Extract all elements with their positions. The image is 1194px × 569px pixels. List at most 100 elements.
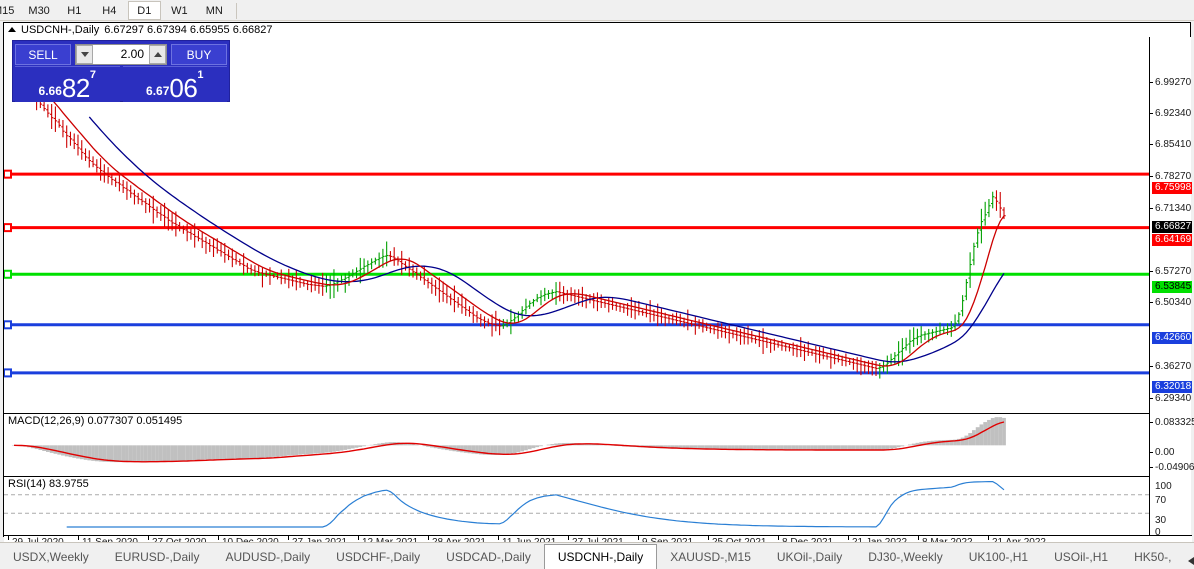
price-badge-blue[interactable]: 6.32018: [1152, 381, 1192, 393]
date-tick: [568, 536, 569, 540]
sell-button[interactable]: SELL: [15, 43, 71, 65]
chart-symbol-label: USDCNH-,Daily: [21, 23, 100, 36]
timeframe-d1[interactable]: D1: [127, 1, 161, 20]
price-scale[interactable]: 6.99270 6.92340 6.85410 6.78270 6.71340 6.572…: [1149, 37, 1194, 538]
chart-tab-usdcnhdaily[interactable]: USDCNH-,Daily: [543, 544, 658, 569]
rsi-tick-label: 0: [1155, 527, 1161, 538]
timeframe-h4[interactable]: H4: [102, 5, 117, 17]
macd-pane[interactable]: MACD(12,26,9) 0.077307 0.051495: [4, 414, 1149, 476]
chart-ohlc-label: 6.67297 6.67394 6.65955 6.66827: [104, 23, 273, 36]
price-tick: 6.92340: [1150, 108, 1192, 120]
price-tick-label: 6.92340: [1155, 108, 1192, 119]
rsi-tick: 70: [1150, 495, 1192, 507]
timeframe-w1[interactable]: W1: [171, 5, 188, 17]
date-tick: [8, 536, 9, 540]
price-tick: 6.29340: [1150, 393, 1192, 405]
sell-price-prefix: 6.66: [38, 84, 62, 98]
chart-tab-usdcaddaily[interactable]: USDCAD-,Daily: [446, 550, 531, 564]
date-tick: [638, 536, 639, 540]
pane-divider-2: [4, 476, 1149, 477]
price-badge-red[interactable]: 6.75998: [1152, 182, 1192, 194]
rsi-label: RSI(14) 83.9755: [8, 478, 89, 490]
price-tick: 6.50340: [1150, 297, 1192, 309]
buy-price-fraction: 1: [197, 69, 204, 81]
toolbar-divider: [235, 2, 237, 19]
rsi-pane[interactable]: RSI(14) 83.9755: [4, 477, 1149, 535]
macd-tick: 0.00: [1150, 447, 1192, 459]
price-tick: 6.36270: [1150, 361, 1192, 373]
volume-increase-icon[interactable]: [149, 44, 166, 64]
price-tick-label: 6.29340: [1155, 393, 1192, 404]
chart-tab-audusddaily[interactable]: AUDUSD-,Daily: [225, 550, 311, 564]
chart-tab-usoilh1[interactable]: USOil-,H1: [1054, 550, 1109, 564]
chart-tab-dj30weekly[interactable]: DJ30-,Weekly: [868, 550, 943, 564]
tab-scroll-arrows[interactable]: [1184, 557, 1194, 569]
buy-price[interactable]: 6.67 06 1: [122, 66, 227, 102]
tab-scroll-left-icon[interactable]: [1188, 557, 1194, 565]
sell-price[interactable]: 6.66 82 7: [15, 66, 120, 102]
price-tick: 6.99270: [1150, 77, 1192, 89]
timeframe-mn[interactable]: MN: [205, 5, 223, 17]
timeframe-toolbar: M15 M30 H1 H4 D1 W1 MN: [0, 0, 1194, 21]
rsi-tick: 30: [1150, 515, 1192, 527]
price-tick: 6.57270: [1150, 266, 1192, 278]
trade-panel-controls: SELL 2.00 BUY: [15, 43, 227, 65]
macd-tick-label: -0.049068: [1155, 462, 1194, 473]
chart-tab-uk100h1[interactable]: UK100-,H1: [968, 550, 1029, 564]
chart-tab-ukoildaily[interactable]: UKOil-,Daily: [776, 550, 843, 564]
price-tick: 6.85410: [1150, 139, 1192, 151]
one-click-trading-panel[interactable]: SELL 2.00 BUY 6.66 82 7 6.67 06 1: [12, 40, 230, 102]
chart-tab-xauusdm15[interactable]: XAUUSD-,M15: [670, 550, 751, 564]
macd-tick: -0.049068: [1150, 462, 1194, 474]
price-tick-label: 6.99270: [1155, 77, 1192, 88]
rsi-tick: 100: [1150, 481, 1192, 493]
date-tick: [918, 536, 919, 540]
chart-tab-eurusddaily[interactable]: EURUSD-,Daily: [114, 550, 200, 564]
chart-titlebar: USDCNH-,Daily 6.67297 6.67394 6.65955 6.…: [4, 23, 1190, 37]
date-tick: [498, 536, 499, 540]
rsi-tick-label: 70: [1155, 495, 1167, 506]
date-tick: [428, 536, 429, 540]
date-tick: [778, 536, 779, 540]
price-tick-label: 6.78270: [1155, 171, 1192, 182]
price-tick: 6.78270: [1150, 171, 1192, 183]
macd-tick-label: 0.083325: [1155, 417, 1194, 428]
volume-input[interactable]: 2.00: [75, 43, 167, 65]
chart-tab-hk50[interactable]: HK50-,: [1134, 550, 1172, 564]
chart-tab-usdchfdaily[interactable]: USDCHF-,Daily: [336, 550, 421, 564]
volume-decrease-icon[interactable]: [76, 44, 93, 64]
sell-price-fraction: 7: [89, 69, 96, 81]
date-tick: [358, 536, 359, 540]
sell-price-big: 82: [61, 73, 90, 103]
trade-panel-prices: 6.66 82 7 6.67 06 1: [15, 66, 227, 102]
buy-button[interactable]: BUY: [171, 43, 227, 65]
collapse-triangle-icon[interactable]: [8, 27, 16, 32]
timeframe-h1[interactable]: H1: [67, 5, 82, 17]
date-tick: [848, 536, 849, 540]
macd-tick-label: 0.00: [1155, 447, 1175, 458]
date-tick: [708, 536, 709, 540]
rsi-tick: 0: [1150, 527, 1192, 539]
buy-price-prefix: 6.67: [146, 84, 170, 98]
price-badge-black[interactable]: 6.66827: [1152, 221, 1192, 233]
volume-value[interactable]: 2.00: [93, 44, 149, 64]
timeframe-buttons: M15 M30 H1 H4 D1 W1 MN: [0, 0, 241, 21]
rsi-tick-label: 30: [1155, 515, 1167, 526]
chart-tab-usdxweekly[interactable]: USDX,Weekly: [13, 550, 89, 564]
timeframe-m15[interactable]: M15: [0, 5, 15, 17]
price-tick-label: 6.50340: [1155, 297, 1192, 308]
price-tick-label: 6.85410: [1155, 139, 1192, 150]
price-tick-label: 6.71340: [1155, 203, 1192, 214]
price-badge-green[interactable]: 6.53845: [1152, 281, 1192, 293]
price-badge-red[interactable]: 6.64169: [1152, 234, 1192, 246]
price-badge-blue[interactable]: 6.42660: [1152, 332, 1192, 344]
date-tick: [218, 536, 219, 540]
macd-label: MACD(12,26,9) 0.077307 0.051495: [8, 415, 183, 427]
date-tick: [988, 536, 989, 540]
chart-tab-bar[interactable]: USDX,Weekly EURUSD-,Daily AUDUSD-,Daily USD…: [0, 542, 1194, 569]
pane-divider-1: [4, 413, 1149, 414]
date-tick: [78, 536, 79, 540]
date-tick: [148, 536, 149, 540]
timeframe-m30[interactable]: M30: [28, 5, 50, 17]
